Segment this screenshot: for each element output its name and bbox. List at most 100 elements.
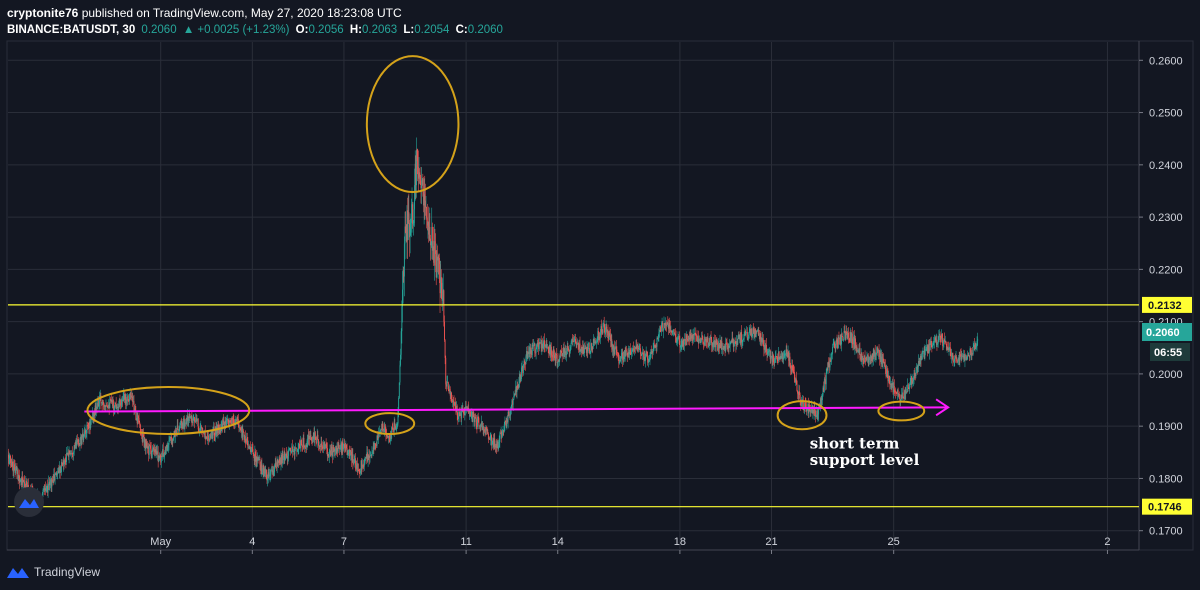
tradingview-logo-icon: [7, 568, 29, 578]
candle-body: [824, 379, 826, 381]
candle-body: [92, 411, 94, 421]
candle-body: [376, 435, 378, 446]
candle-body: [963, 354, 965, 361]
candle-body: [8, 454, 10, 464]
candle-body: [850, 332, 852, 344]
candle-body: [150, 445, 151, 449]
candle-body: [321, 444, 323, 448]
candle-body: [188, 414, 190, 419]
candle-body: [410, 218, 412, 223]
price-tick-label: 0.1900: [1149, 421, 1183, 433]
candle-body: [79, 439, 81, 445]
candle-body: [290, 448, 291, 452]
candle-body: [497, 441, 499, 450]
candle-body: [962, 355, 964, 358]
candle-body: [604, 327, 606, 335]
candle-body: [965, 355, 967, 357]
candle-body: [312, 438, 314, 442]
candle-body: [624, 350, 626, 356]
candle-body: [790, 368, 792, 372]
candle-body: [939, 333, 941, 338]
candle-body: [664, 323, 666, 325]
candle-body: [899, 394, 901, 402]
candle-body: [267, 478, 269, 481]
candle-body: [16, 466, 18, 474]
footer-brand[interactable]: TradingView: [6, 562, 100, 582]
candle-body: [338, 443, 340, 449]
candle-body: [281, 454, 283, 465]
candle-body: [652, 351, 653, 354]
candle-body: [610, 335, 611, 342]
candle-body: [573, 339, 575, 342]
candle-body: [122, 399, 123, 401]
logo-badge[interactable]: [14, 487, 44, 517]
candle-body: [62, 463, 64, 465]
publisher-name[interactable]: cryptonite76: [7, 6, 79, 20]
candle-body: [631, 351, 632, 355]
candle-body: [788, 351, 790, 361]
candle-body: [245, 441, 247, 443]
candle-body: [273, 472, 275, 476]
candle-body: [546, 343, 548, 348]
candle-body: [262, 465, 264, 473]
candle-body: [298, 444, 300, 448]
candle-body: [753, 327, 755, 331]
candle-body: [937, 341, 939, 344]
candle-body: [64, 460, 66, 465]
annotation-ellipse: [365, 55, 460, 194]
candle-body: [569, 350, 571, 352]
candle-body: [112, 400, 114, 407]
candle-body: [849, 339, 851, 341]
candle-body: [489, 438, 491, 440]
candle-body: [598, 336, 600, 341]
candle-body: [133, 401, 135, 411]
publish-line: cryptonite76 published on TradingView.co…: [7, 5, 907, 22]
support-trend-arrow: [84, 398, 950, 417]
candle-body: [395, 427, 397, 430]
candle-body: [263, 465, 265, 476]
candle-body: [193, 417, 195, 418]
candle-body: [50, 479, 52, 482]
candle-body: [15, 466, 17, 469]
candle-body: [110, 399, 112, 402]
candle-body: [605, 326, 607, 328]
symbol-label[interactable]: BINANCE:BATUSDT, 30: [7, 24, 136, 36]
candle-body: [310, 435, 312, 438]
candle-body: [888, 375, 890, 382]
candle-body: [199, 430, 200, 432]
candle-body: [272, 470, 274, 476]
candle-body: [907, 384, 909, 389]
high-value: 0.2063: [361, 24, 398, 36]
price-tick-label: 0.2200: [1149, 264, 1183, 276]
candle-body: [592, 346, 594, 348]
candle-body: [570, 346, 571, 351]
candle-body: [827, 362, 829, 371]
candle-body: [732, 338, 734, 340]
candle-body: [244, 436, 246, 440]
candle-body: [20, 478, 22, 485]
candle-body: [753, 330, 755, 338]
candle-body: [236, 416, 238, 421]
candle-body: [456, 406, 458, 416]
candle-body: [881, 356, 883, 365]
candle-body: [381, 423, 383, 430]
candle-body: [830, 354, 832, 362]
candle-body: [87, 425, 89, 427]
candle-body: [194, 421, 196, 423]
candle-body: [221, 423, 223, 428]
candle-body: [896, 392, 898, 394]
candle-body: [162, 449, 164, 457]
candle-body: [815, 416, 817, 418]
candle-body: [921, 352, 923, 360]
candle-body: [976, 340, 978, 345]
candle-body: [828, 362, 830, 364]
candle-body: [434, 241, 436, 251]
candle-body: [557, 359, 559, 362]
candle-body: [486, 429, 488, 431]
candle-body: [929, 343, 931, 345]
candle-body: [970, 352, 972, 356]
candle-body: [403, 243, 405, 277]
candle-body: [232, 418, 234, 419]
candle-body: [859, 348, 861, 358]
